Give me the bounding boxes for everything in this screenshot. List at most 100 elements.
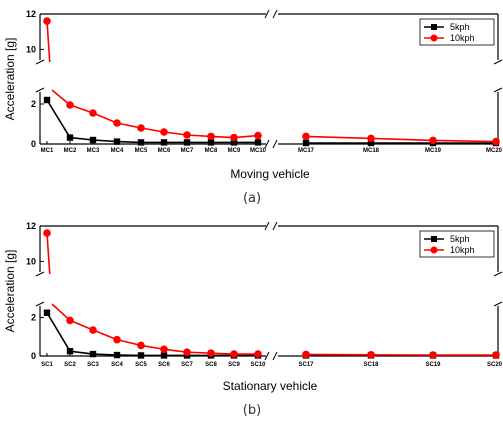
x-tick-label: SC1 <box>41 362 53 368</box>
x-tick-label: MC20 <box>486 148 503 154</box>
legend-label: 10kph <box>450 33 475 43</box>
data-point-5kph <box>66 347 74 355</box>
data-point-10kph <box>183 131 191 139</box>
data-point-10kph <box>113 119 121 127</box>
x-tick-label: MC8 <box>205 148 218 154</box>
x-tick-label: SC4 <box>111 362 123 368</box>
x-axis-break-mark <box>264 351 270 361</box>
series-line-segment <box>186 134 212 138</box>
data-point-10kph <box>89 326 97 334</box>
series-line-segment <box>46 99 71 139</box>
series-line-segment <box>186 351 212 354</box>
x-axis-break-mark <box>272 139 278 149</box>
x-axis-break-mark <box>272 9 278 19</box>
x-tick-label: MC18 <box>363 148 380 154</box>
data-point-5kph <box>113 351 121 359</box>
x-tick-label: MC3 <box>87 148 100 154</box>
series-line-segment <box>51 303 71 322</box>
series-line-segment <box>210 352 235 355</box>
series-line-segment <box>46 233 51 275</box>
x-axis-label: Moving vehicle <box>230 167 310 181</box>
data-point-5kph <box>43 96 51 104</box>
data-point-10kph <box>302 350 310 359</box>
data-point-5kph <box>183 139 191 146</box>
series-line-segment <box>69 136 94 141</box>
legend-label: 5kph <box>450 234 470 244</box>
data-point-5kph <box>302 139 310 147</box>
data-point-10kph <box>492 351 500 359</box>
figure-caption: (a) <box>243 191 261 206</box>
x-tick-label: MC4 <box>111 148 124 154</box>
series-line-segment <box>116 140 142 144</box>
x-axis-break-mark <box>264 9 270 19</box>
data-point-10kph <box>89 109 97 117</box>
x-tick-label: SC3 <box>87 362 99 368</box>
data-point-5kph <box>137 352 145 359</box>
x-tick-label: SC17 <box>298 362 314 368</box>
x-axis-break-mark <box>272 221 278 231</box>
x-tick-label: SC18 <box>363 362 379 368</box>
x-tick-label: MC5 <box>135 148 148 154</box>
series-line-segment <box>46 312 71 352</box>
data-point-5kph <box>254 139 262 146</box>
legend-marker <box>430 34 438 42</box>
y-tick-label: 0 <box>31 351 36 361</box>
data-point-5kph <box>230 139 238 146</box>
x-axis-break-mark <box>272 351 278 361</box>
data-point-10kph <box>43 229 51 237</box>
data-point-5kph <box>367 139 375 147</box>
figure-caption: (b) <box>243 403 261 418</box>
legend-label: 5kph <box>450 22 470 32</box>
x-axis-break-mark <box>264 139 270 149</box>
y-axis-break-mark <box>35 301 45 307</box>
y-axis-label: Acceleration [g] <box>3 250 17 333</box>
data-point-10kph <box>230 133 238 142</box>
y-axis-break-mark <box>493 301 503 307</box>
data-point-5kph <box>160 139 168 146</box>
data-point-5kph <box>66 134 74 141</box>
data-point-10kph <box>207 132 215 141</box>
series-line-segment <box>163 131 188 136</box>
x-tick-label: SC6 <box>158 362 170 368</box>
data-point-10kph <box>230 350 238 358</box>
x-tick-label: MC10 <box>250 148 267 154</box>
data-point-10kph <box>302 132 310 141</box>
y-axis-break-mark <box>493 271 503 277</box>
chart-panel-a: 0 2 10 12 MC1 MC2 MC3 MC4 MC5 MC6 MC7 MC8 MC9 MC10 MC1… <box>3 9 503 206</box>
data-point-5kph <box>137 139 145 146</box>
x-tick-label: MC1 <box>41 148 54 154</box>
series-line-segment <box>46 21 51 63</box>
x-axis-label: Stationary vehicle <box>223 379 318 393</box>
x-axis-break-mark <box>264 221 270 231</box>
legend-marker <box>431 236 437 242</box>
y-axis-break-mark <box>35 59 45 65</box>
y-tick-label: 10 <box>26 256 36 266</box>
data-point-10kph <box>183 348 191 356</box>
series-line-segment <box>140 127 165 133</box>
y-tick-label: 2 <box>31 313 36 323</box>
y-tick-label: 2 <box>31 99 36 109</box>
series-line-segment <box>233 134 259 139</box>
series-line-segment <box>92 353 118 356</box>
data-point-10kph <box>113 335 121 344</box>
data-point-10kph <box>207 349 215 357</box>
x-tick-label: MC9 <box>228 148 241 154</box>
x-tick-label: MC17 <box>298 148 315 154</box>
series-line-segment <box>92 112 118 124</box>
series-line-segment <box>51 89 71 106</box>
data-point-10kph <box>367 134 375 143</box>
series-line-segment <box>305 135 372 140</box>
data-point-10kph <box>66 316 74 325</box>
legend-label: 10kph <box>450 245 475 255</box>
data-point-5kph <box>43 309 51 316</box>
y-tick-label: 12 <box>26 9 36 19</box>
x-tick-label: MC7 <box>181 148 194 154</box>
data-point-10kph <box>160 128 168 136</box>
data-point-5kph <box>113 138 121 145</box>
x-tick-label: SC9 <box>228 362 240 368</box>
series-line-segment <box>92 139 118 143</box>
data-point-5kph <box>207 139 215 146</box>
y-tick-label: 0 <box>31 139 36 149</box>
data-point-10kph <box>429 136 437 145</box>
